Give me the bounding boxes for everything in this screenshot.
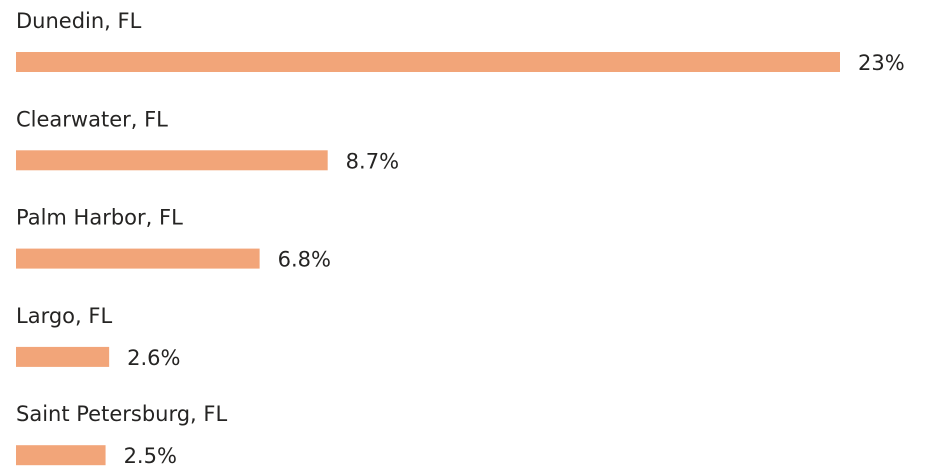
bar bbox=[16, 445, 106, 466]
category-label: Clearwater, FL bbox=[16, 107, 168, 131]
category-label: Dunedin, FL bbox=[16, 9, 142, 33]
bar bbox=[16, 346, 110, 367]
value-label: 6.8% bbox=[278, 248, 331, 272]
value-label: 2.6% bbox=[127, 346, 180, 370]
bar bbox=[16, 150, 328, 171]
value-label: 8.7% bbox=[346, 149, 399, 173]
bar bbox=[16, 248, 260, 269]
bar bbox=[16, 52, 840, 72]
category-label: Saint Petersburg, FL bbox=[16, 402, 227, 426]
category-label: Palm Harbor, FL bbox=[16, 206, 183, 230]
value-label: 2.5% bbox=[124, 444, 177, 468]
category-label: Largo, FL bbox=[16, 304, 112, 328]
value-label: 23% bbox=[858, 51, 905, 75]
